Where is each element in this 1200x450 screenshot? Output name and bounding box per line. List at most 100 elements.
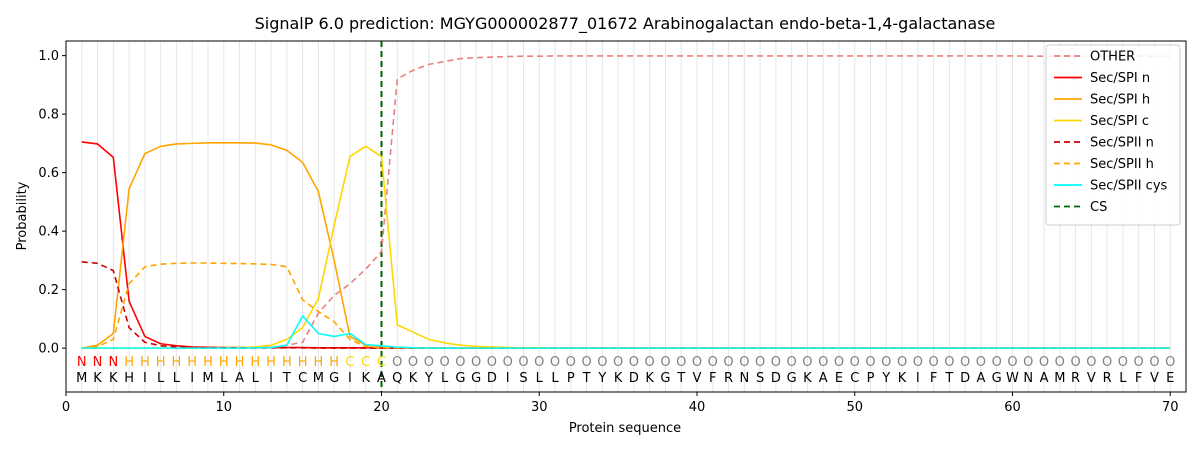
- region-label: O: [944, 355, 954, 370]
- region-label: C: [345, 355, 354, 370]
- region-label: O: [818, 355, 828, 370]
- residue-label: E: [1166, 371, 1174, 386]
- residue-label: T: [282, 371, 291, 386]
- y-tick-label: 1.0: [38, 49, 59, 64]
- region-label: O: [992, 355, 1002, 370]
- region-label: O: [629, 355, 639, 370]
- residue-label: Y: [881, 371, 890, 386]
- region-label: O: [550, 355, 560, 370]
- x-axis-ticks: 0 10 20 30 40 50 60 70: [62, 392, 1178, 415]
- region-label: O: [1086, 355, 1096, 370]
- residue-label: G: [329, 371, 339, 386]
- residue-label: I: [506, 371, 510, 386]
- region-label: O: [597, 355, 607, 370]
- region-label: C: [377, 355, 386, 370]
- region-label: O: [1039, 355, 1049, 370]
- residue-label: K: [409, 371, 418, 386]
- residue-label: V: [1087, 371, 1096, 386]
- y-tick-label: 0.6: [38, 166, 59, 181]
- residue-label: I: [190, 371, 194, 386]
- region-label: O: [503, 355, 513, 370]
- y-tick-label: 0.4: [38, 225, 59, 240]
- legend-label: Sec/SPII cys: [1090, 179, 1168, 194]
- region-label: O: [408, 355, 418, 370]
- chart-title: SignalP 6.0 prediction: MGYG000002877_01…: [255, 14, 996, 34]
- residue-label: K: [803, 371, 812, 386]
- plot-border: [65, 40, 1187, 393]
- region-label: O: [755, 355, 765, 370]
- residue-label: D: [771, 371, 781, 386]
- sequence-labels: NMNKNKHHHIHLHLHIHMHLHAHLHIHTHCHMHGCICKCA…: [76, 355, 1175, 386]
- region-label: O: [487, 355, 497, 370]
- legend-label: Sec/SPII h: [1090, 157, 1154, 172]
- region-label: O: [787, 355, 797, 370]
- residue-label: Y: [424, 371, 433, 386]
- residue-label: Y: [597, 371, 606, 386]
- residue-label: M: [76, 371, 87, 386]
- x-tick-label: 20: [373, 400, 390, 415]
- residue-label: L: [252, 371, 260, 386]
- region-label: O: [1149, 355, 1159, 370]
- residue-label: D: [629, 371, 639, 386]
- residue-label: L: [551, 371, 559, 386]
- residue-label: R: [1103, 371, 1112, 386]
- region-label: O: [439, 355, 449, 370]
- residue-label: T: [676, 371, 685, 386]
- legend-label: Sec/SPI c: [1090, 114, 1149, 129]
- region-label: H: [203, 355, 213, 370]
- residue-label: F: [709, 371, 716, 386]
- residue-label: N: [739, 371, 749, 386]
- region-label: O: [913, 355, 923, 370]
- region-label: H: [172, 355, 182, 370]
- region-label: O: [566, 355, 576, 370]
- residue-label: N: [1023, 371, 1033, 386]
- residue-label: G: [787, 371, 797, 386]
- region-label: O: [928, 355, 938, 370]
- region-label: H: [298, 355, 308, 370]
- residue-label: C: [850, 371, 859, 386]
- residue-label: L: [220, 371, 228, 386]
- legend: OTHER Sec/SPI n Sec/SPI h Sec/SPI c Sec/SPII…: [1045, 44, 1181, 226]
- residue-label: F: [1135, 371, 1142, 386]
- residue-label: A: [377, 371, 386, 386]
- region-label: O: [1070, 355, 1080, 370]
- residue-label: G: [455, 371, 465, 386]
- region-label: O: [976, 355, 986, 370]
- residue-label: L: [536, 371, 544, 386]
- region-label: O: [771, 355, 781, 370]
- residue-label: W: [1006, 371, 1019, 386]
- residue-label: S: [519, 371, 527, 386]
- region-label: O: [455, 355, 465, 370]
- region-label: H: [140, 355, 150, 370]
- region-label: H: [314, 355, 324, 370]
- residue-label: L: [441, 371, 449, 386]
- y-tick-label: 0.8: [38, 108, 59, 123]
- x-tick-label: 40: [689, 400, 706, 415]
- region-label: O: [534, 355, 544, 370]
- residue-label: A: [976, 371, 985, 386]
- residue-label: I: [348, 371, 352, 386]
- series-line-sec-spi-h: [81, 141, 1171, 349]
- region-label: O: [1102, 355, 1112, 370]
- region-label: O: [424, 355, 434, 370]
- region-label: O: [1007, 355, 1017, 370]
- residue-label: L: [1119, 371, 1127, 386]
- residue-label: T: [944, 371, 953, 386]
- region-label: H: [124, 355, 134, 370]
- residue-label: A: [1040, 371, 1049, 386]
- grid: [81, 41, 1171, 392]
- y-axis-ticks: 0.0 0.2 0.4 0.6 0.8 1.0: [38, 49, 66, 357]
- residue-label: D: [960, 371, 970, 386]
- region-label: H: [329, 355, 339, 370]
- residue-label: F: [930, 371, 937, 386]
- residue-label: I: [916, 371, 920, 386]
- region-label: O: [1165, 355, 1175, 370]
- region-label: O: [802, 355, 812, 370]
- legend-label: Sec/SPI n: [1090, 71, 1150, 86]
- legend-label: CS: [1090, 200, 1107, 215]
- residue-label: L: [173, 371, 181, 386]
- region-label: H: [250, 355, 260, 370]
- region-label: O: [676, 355, 686, 370]
- region-label: O: [881, 355, 891, 370]
- region-label: O: [1118, 355, 1128, 370]
